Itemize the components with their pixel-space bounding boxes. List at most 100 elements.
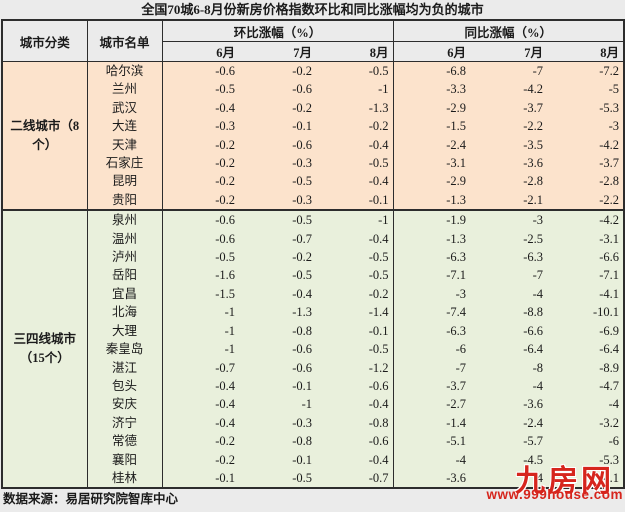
mom-jul-cell: -0.5: [292, 470, 312, 485]
yoy-jun-cell: -7: [455, 360, 467, 375]
city-name-cell: 安庆: [87, 395, 163, 414]
mom-jun-cell: -0.6: [215, 231, 235, 246]
mom-jul-cell: -0.3: [292, 415, 312, 430]
yoy-jun-cell: -1.5: [446, 119, 467, 134]
mom-jul-cell: -0.8: [292, 434, 312, 449]
city-name-cell: 岳阳: [87, 266, 163, 285]
yoy-jun-cell: -7.4: [446, 305, 467, 320]
yoy-jul-cell: -2.1: [523, 192, 544, 207]
page-title: 全国70城6-8月份新房价格指数环比和同比涨幅均为负的城市: [141, 2, 484, 17]
yoy-aug-cell: -7.2: [599, 64, 620, 78]
table-row: 安庆 -0.4 -1 -0.4 -2.7 -3.6 -4: [2, 395, 625, 414]
mom-jul-cell: -0.7: [292, 231, 312, 246]
mom-aug-cell: -0.2: [316, 117, 394, 136]
yoy-jul-cell: -4: [532, 470, 544, 485]
city-name-cell: 泉州: [87, 209, 163, 230]
mom-jun-cell: -0.2: [215, 192, 235, 207]
mom-aug-cell: -1.4: [316, 303, 394, 322]
mom-aug-cell: -0.8: [316, 413, 394, 433]
mom-aug-cell: -0.6: [316, 376, 394, 396]
yoy-aug-cell: -4: [608, 397, 620, 412]
mom-aug-cell: -1: [316, 209, 394, 230]
yoy-jul-cell: -7: [532, 64, 544, 78]
yoy-jun-cell: -2.9: [446, 100, 467, 115]
table-row: 兰州 -0.5 -0.6 -1 -3.3 -4.2 -5: [2, 80, 625, 99]
yoy-jun-cell: -6: [455, 342, 467, 357]
yoy-jun-cell: -6.3: [446, 250, 467, 265]
city-name-cell: 天津: [87, 135, 163, 155]
table-row: 济宁 -0.4 -0.3 -0.8 -1.4 -2.4 -3.2: [2, 413, 625, 433]
yoy-aug-cell: -3.1: [599, 231, 620, 246]
mom-jul-cell: -0.1: [292, 119, 312, 134]
yoy-jul-cell: -2.2: [523, 119, 544, 134]
mom-aug-cell: -0.5: [316, 154, 394, 173]
yoy-aug-cell: -3: [608, 119, 620, 134]
mom-jun-cell: -0.1: [215, 470, 235, 485]
yoy-jun-cell: -1.3: [446, 192, 467, 207]
mom-jun-cell: -1: [224, 305, 235, 320]
yoy-aug-cell: -4.1: [599, 286, 620, 301]
yoy-aug-cell: -4.2: [599, 137, 620, 152]
table-row: 温州 -0.6 -0.7 -0.4 -1.3 -2.5 -3.1: [2, 229, 625, 249]
city-name-cell: 兰州: [87, 80, 163, 99]
yoy-jun-cell: -3: [455, 286, 467, 301]
table-row: 包头 -0.4 -0.1 -0.6 -3.7 -4 -4.7: [2, 376, 625, 396]
mom-jun-cell: -0.2: [215, 137, 235, 152]
yoy-aug-cell: -10.1: [592, 305, 620, 320]
city-name-cell: 湛江: [87, 358, 163, 377]
header-city-list: 城市名单: [87, 20, 163, 62]
mom-aug-cell: -0.5: [316, 266, 394, 285]
mom-jul-cell: -1: [301, 397, 312, 412]
yoy-jul-cell: -8: [532, 360, 544, 375]
table-row: 武汉 -0.4 -0.2 -1.3 -2.9 -3.7 -5.3: [2, 98, 625, 118]
mom-jun-cell: -0.7: [215, 360, 235, 375]
mom-jun-cell: -0.2: [215, 434, 235, 449]
table-row: 二线城市（8 个） 哈尔滨 -0.6 -0.2 -0.5 -6.8 -7 -7.2: [2, 61, 625, 211]
mom-aug-cell: -1: [316, 80, 394, 99]
mom-jul-cell: -0.4: [292, 286, 312, 301]
header-yoy-aug: 8月: [547, 41, 625, 62]
city-name-cell: 桂林: [87, 468, 163, 489]
category-label-line: 三四线城市: [13, 332, 76, 347]
yoy-jun-cell: -2.4: [446, 137, 467, 152]
yoy-jun-cell: -6.3: [446, 323, 467, 338]
city-name-cell: 常德: [87, 432, 163, 451]
table-row: 昆明 -0.2 -0.5 -0.4 -2.9 -2.8 -2.8: [2, 172, 625, 191]
table-row: 常德 -0.2 -0.8 -0.6 -5.1 -5.7 -6: [2, 432, 625, 451]
yoy-jun-cell: -2.7: [446, 397, 467, 412]
yoy-jul-cell: -3.6: [523, 156, 544, 171]
mom-jun-cell: -1.6: [215, 268, 235, 283]
yoy-jul-cell: -3.5: [523, 137, 544, 152]
yoy-jul-cell: -4.2: [523, 82, 544, 97]
mom-jul-cell: -0.2: [292, 64, 312, 78]
yoy-aug-cell: -4.1: [599, 470, 620, 485]
mom-jun-cell: -0.6: [162, 209, 239, 230]
mom-jul-cell: -0.6: [292, 82, 312, 97]
mom-jun-cell: -0.2: [215, 156, 235, 171]
table-row: 襄阳 -0.2 -0.1 -0.4 -4 -4.5 -5.3: [2, 450, 625, 469]
yoy-jul-cell: -4.5: [523, 452, 544, 467]
yoy-jul-cell: -6.4: [523, 342, 544, 357]
price-index-table: 城市分类 城市名单 环比涨幅（%） 同比涨幅（%） 6月 7月 8月 6月 7月…: [1, 19, 625, 490]
yoy-jun-cell: -3.1: [446, 156, 467, 171]
mom-jul-cell: -0.6: [292, 137, 312, 152]
header-mom-jul: 7月: [239, 41, 316, 62]
yoy-aug-cell: -6.6: [599, 250, 620, 265]
category-cell: 二线城市（8 个）: [2, 61, 88, 211]
mom-aug-cell: -0.4: [316, 229, 394, 249]
table-header: 城市分类 城市名单 环比涨幅（%） 同比涨幅（%） 6月 7月 8月 6月 7月…: [2, 20, 625, 62]
mom-jun-cell: -0.5: [215, 82, 235, 97]
yoy-jul-cell: -2.8: [523, 174, 544, 189]
mom-aug-cell: -0.2: [316, 284, 394, 304]
yoy-jul-cell: -7: [532, 268, 544, 283]
yoy-aug-cell: -5: [608, 82, 620, 97]
yoy-aug-cell: -6.4: [599, 342, 620, 357]
mom-aug-cell: -0.5: [316, 340, 394, 359]
mom-jul-cell: -0.2: [292, 100, 312, 115]
mom-jun-cell: -0.6: [215, 64, 235, 78]
city-name-cell: 武汉: [87, 98, 163, 118]
mom-aug-cell: -0.5: [316, 61, 394, 81]
city-name-cell: 石家庄: [87, 154, 163, 173]
yoy-aug-cell: -5.3: [599, 100, 620, 115]
mom-jun-cell: -0.2: [215, 452, 235, 467]
